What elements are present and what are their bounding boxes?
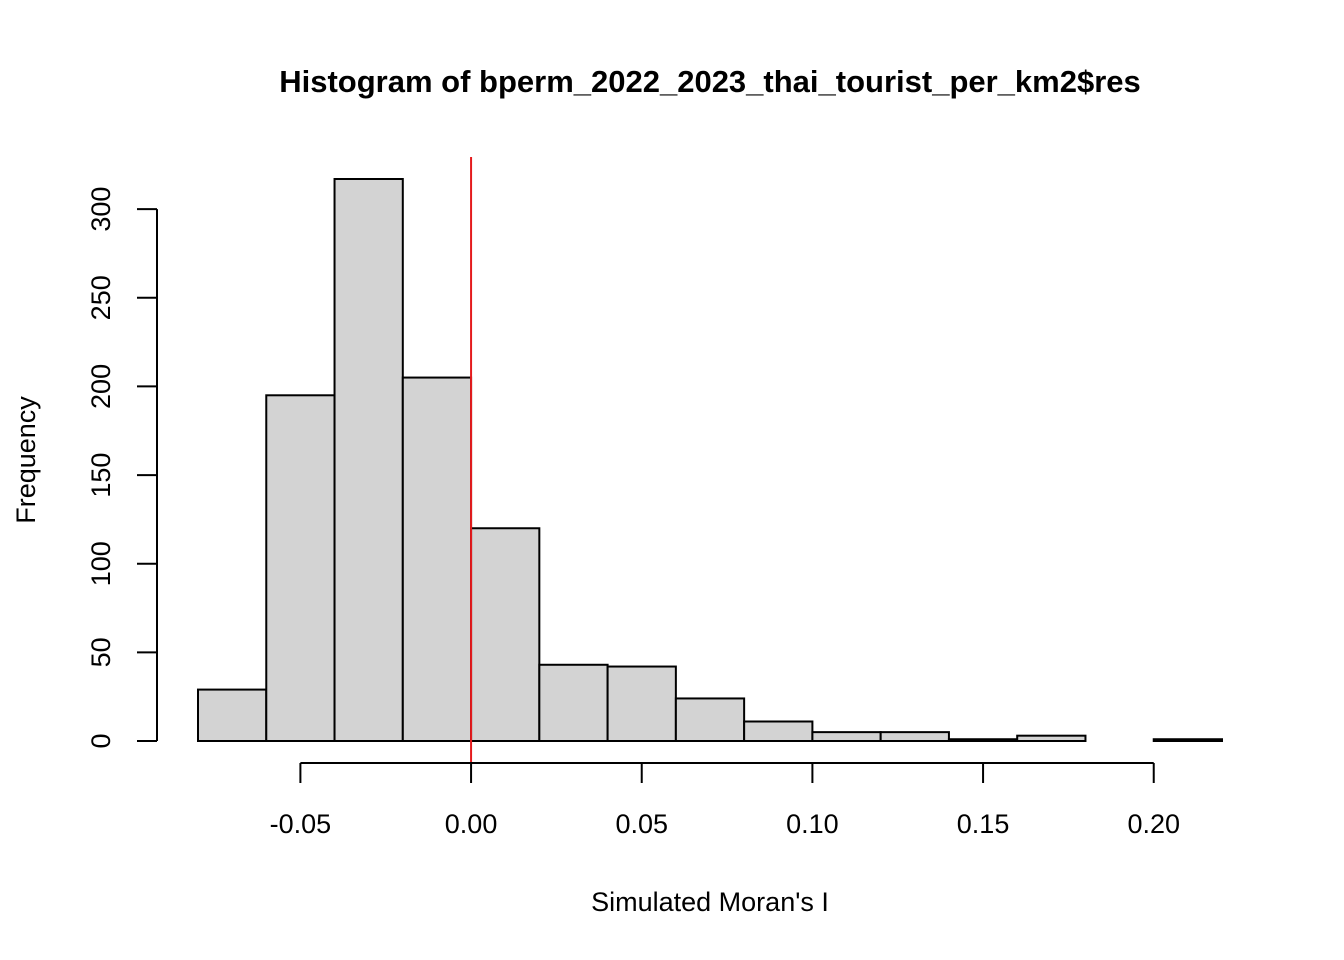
y-tick-label: 0 (86, 733, 116, 748)
y-tick-label: 300 (86, 187, 116, 232)
histogram-bar-10 (879, 731, 950, 742)
x-tick-label: 0.00 (445, 809, 498, 839)
y-tick-label: 250 (86, 275, 116, 320)
histogram-bar-12 (1016, 734, 1087, 743)
y-tick-label: 150 (86, 453, 116, 498)
histogram-bar-2 (333, 178, 404, 742)
histogram-bar-0 (197, 688, 268, 742)
y-axis-label: Frequency (11, 396, 41, 524)
histogram-bar-1 (265, 394, 336, 742)
x-tick-label: -0.05 (270, 809, 332, 839)
x-tick-label: 0.15 (957, 809, 1010, 839)
x-tick-label: 0.10 (786, 809, 839, 839)
y-tick-label: 100 (86, 541, 116, 586)
x-axis: -0.05 0.00 0.05 0.10 0.15 0.20 (270, 762, 1180, 839)
x-axis-label: Simulated Moran's I (591, 887, 829, 917)
histogram-bar-3 (401, 376, 473, 742)
histogram-bar-11 (947, 738, 1019, 742)
histogram-bar-4 (470, 527, 541, 742)
chart-title: Histogram of bperm_2022_2023_thai_touris… (279, 64, 1141, 99)
histogram-bar-14 (1152, 738, 1223, 742)
histogram-bars (197, 178, 1223, 743)
histogram-bar-8 (743, 720, 814, 742)
x-tick-label: 0.05 (615, 809, 668, 839)
y-tick-label: 200 (86, 364, 116, 409)
histogram-bar-9 (811, 731, 882, 742)
histogram-bar-7 (674, 697, 746, 743)
histogram-bar-6 (606, 665, 677, 742)
y-axis: 0 50 100 150 200 250 300 (86, 187, 158, 749)
histogram-bar-5 (538, 663, 609, 742)
x-tick-label: 0.20 (1127, 809, 1180, 839)
y-tick-label: 50 (86, 637, 116, 667)
